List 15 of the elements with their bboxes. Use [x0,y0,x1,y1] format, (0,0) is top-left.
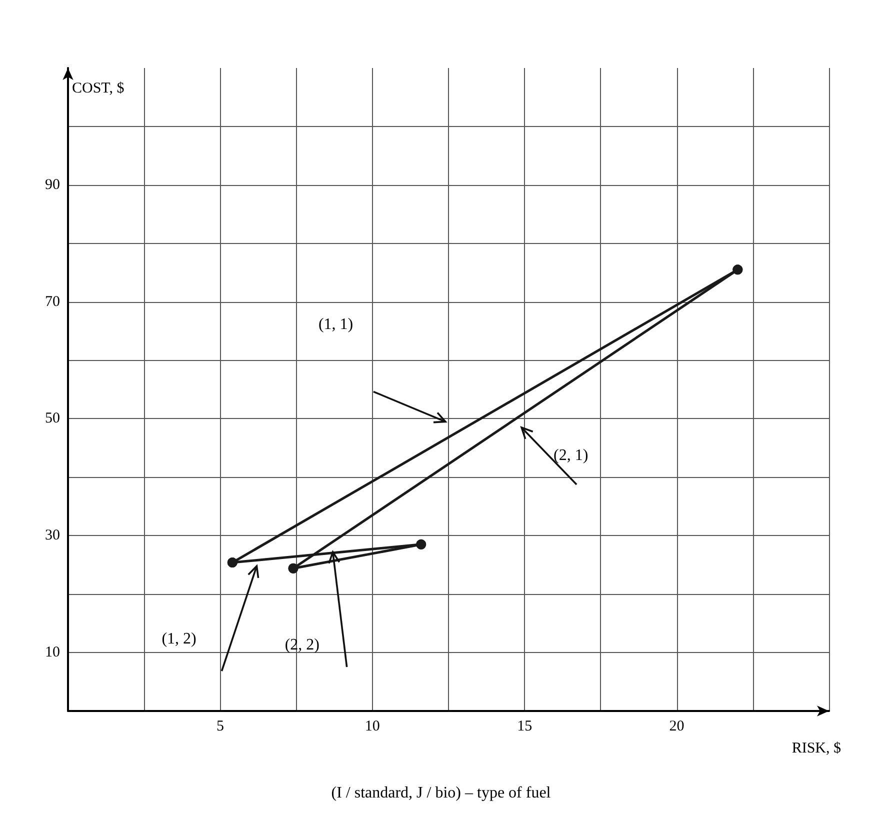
y-axis-title: COST, $ [72,80,125,96]
annotation: (1, 2) [162,630,196,648]
y-tick-label: 50 [45,410,60,427]
x-tick-label: 15 [517,718,532,734]
y-tick-label: 70 [45,294,60,310]
x-tick-label: 10 [364,718,380,734]
annotation: (2, 1) [554,446,588,464]
annotation: (1, 1) [318,316,354,334]
y-tick-label: 30 [45,528,60,544]
x-axis-title: RISK, $ [792,740,842,756]
text: (I / standard, J / bio) – type of fuel [331,784,552,802]
x-tick-label: 20 [669,718,684,734]
y-tick-label: 10 [45,644,60,661]
y-tick-label: 90 [45,176,60,193]
x-tick-label: 5 [216,718,224,734]
